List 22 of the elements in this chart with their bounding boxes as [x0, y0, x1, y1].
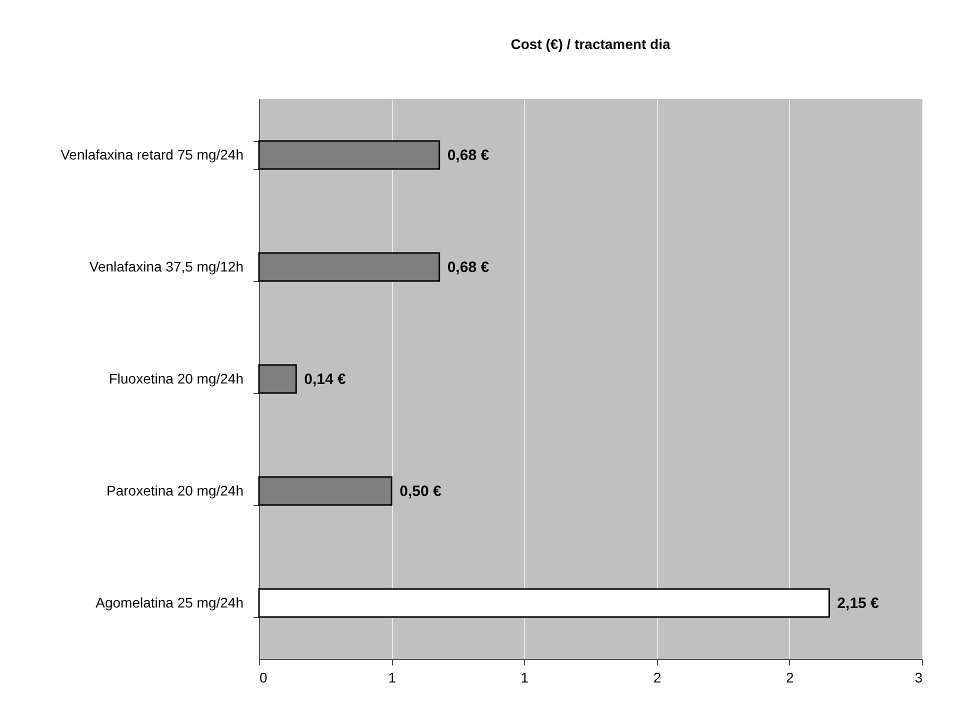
bar: [258, 364, 297, 394]
y-tick-label: Paroxetina 20 mg/24h: [106, 482, 244, 498]
x-tick-label: 2: [786, 670, 794, 686]
bar: [258, 252, 440, 282]
y-tick-label: Venlafaxina retard 75 mg/24h: [60, 146, 244, 162]
chart-title: Cost (€) / tractament dia: [510, 36, 670, 52]
data-label: 2,15 €: [837, 595, 880, 612]
x-tick-label: 1: [520, 670, 529, 686]
data-label: 0,68 €: [447, 147, 490, 164]
data-label: 0,68 €: [447, 259, 490, 276]
x-tick-label: 1: [388, 670, 396, 686]
x-tick-label: 0: [260, 670, 268, 686]
x-tick-label: 2: [653, 670, 662, 686]
bar: [258, 140, 440, 170]
data-label: 0,50 €: [400, 483, 442, 500]
data-label: 0,14 €: [304, 371, 346, 388]
bar: [258, 588, 830, 618]
bar: [258, 476, 392, 506]
y-tick-label: Fluoxetina 20 mg/24h: [108, 370, 244, 386]
x-tick-label: 3: [914, 670, 923, 686]
y-tick-label: Agomelatina 25 mg/24h: [96, 594, 244, 610]
y-tick-label: Venlafaxina 37,5 mg/12h: [89, 258, 244, 274]
